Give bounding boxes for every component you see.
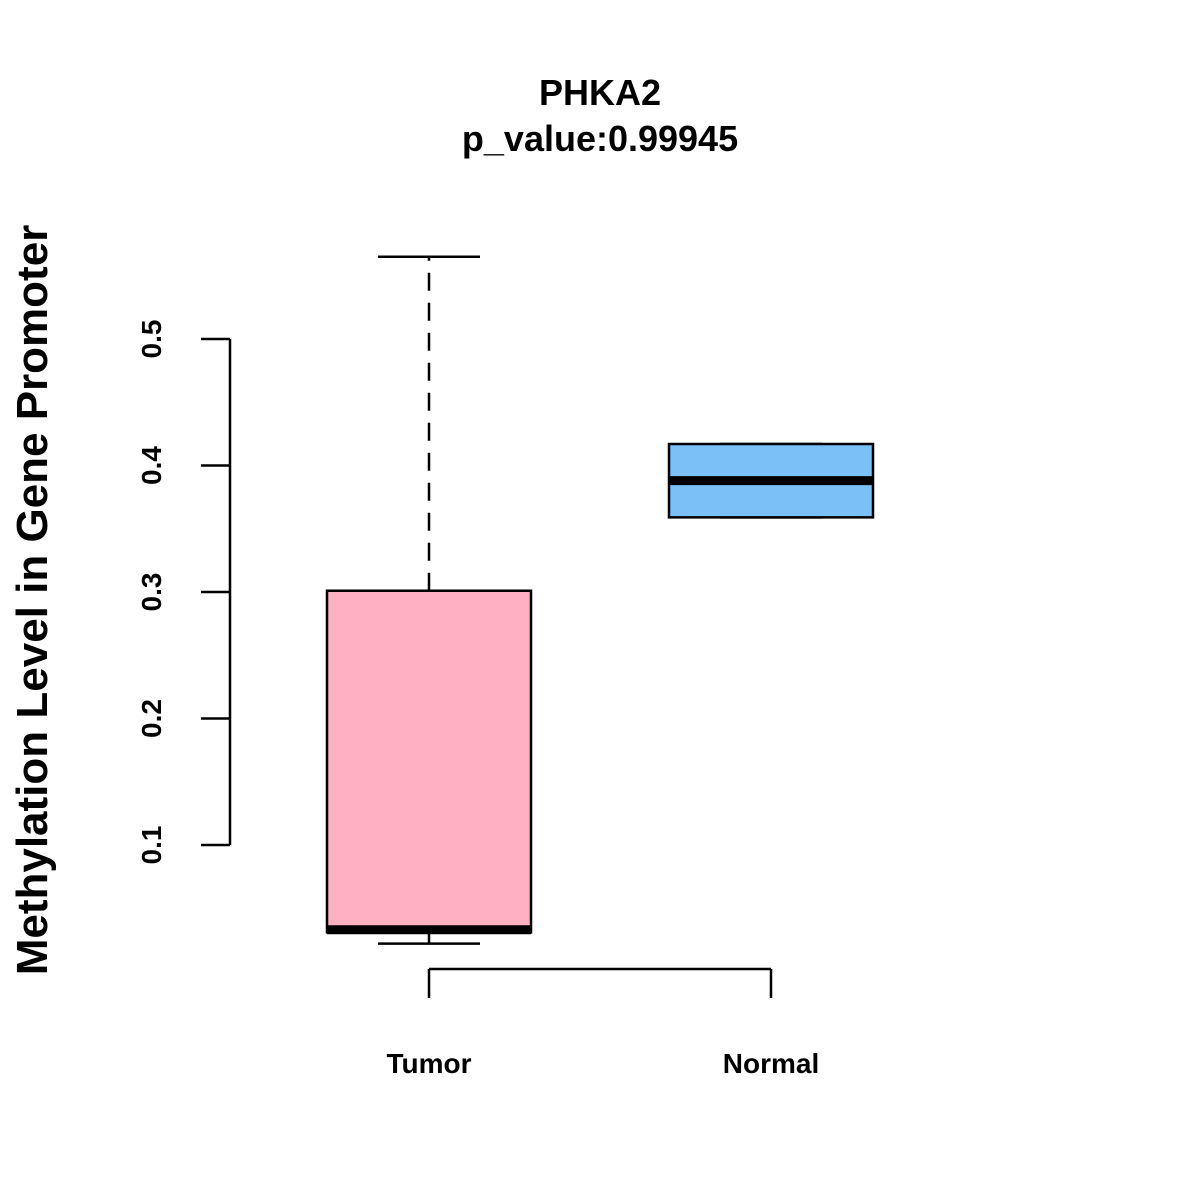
y-tick-label: 0.3 bbox=[136, 573, 167, 612]
y-axis: 0.1 0.2 0.3 0.4 0.5 bbox=[136, 320, 232, 865]
y-axis-title: Methylation Level in Gene Promoter bbox=[8, 225, 57, 976]
y-tick-label: 0.1 bbox=[136, 826, 167, 865]
chart-subtitle: p_value:0.99945 bbox=[462, 118, 738, 159]
box-normal bbox=[667, 442, 875, 519]
x-axis: Tumor Normal bbox=[386, 967, 819, 1079]
boxes-group bbox=[325, 255, 875, 945]
box-tumor bbox=[325, 255, 533, 945]
y-tick-label: 0.4 bbox=[136, 446, 167, 485]
box-body bbox=[325, 589, 533, 934]
x-tick-label: Normal bbox=[723, 1048, 819, 1079]
x-tick-label: Tumor bbox=[386, 1048, 471, 1079]
chart-title: PHKA2 bbox=[539, 72, 661, 113]
y-tick-label: 0.2 bbox=[136, 699, 167, 738]
y-tick-label: 0.5 bbox=[136, 320, 167, 359]
